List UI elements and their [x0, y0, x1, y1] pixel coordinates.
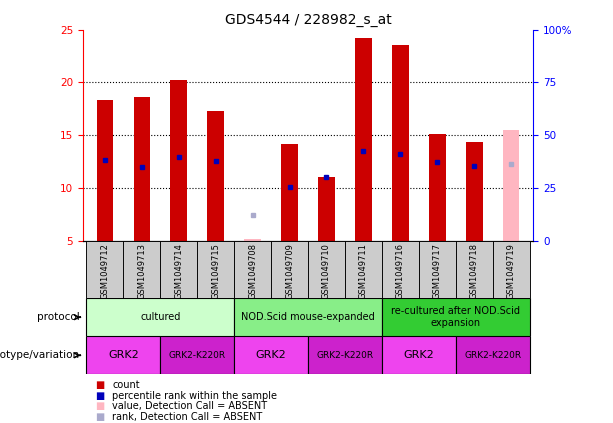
Text: ■: ■ — [95, 401, 104, 411]
Bar — [382, 241, 419, 298]
Text: ■: ■ — [95, 380, 104, 390]
Text: GRK2-K220R: GRK2-K220R — [169, 351, 226, 360]
Bar — [86, 298, 234, 336]
Text: GSM1049708: GSM1049708 — [248, 243, 257, 299]
Text: cultured: cultured — [140, 312, 180, 322]
Bar — [429, 135, 446, 241]
Text: percentile rank within the sample: percentile rank within the sample — [112, 390, 277, 401]
Bar — [455, 241, 493, 298]
Text: GRK2: GRK2 — [403, 350, 434, 360]
Bar — [123, 241, 161, 298]
Bar — [197, 241, 234, 298]
Text: GSM1049714: GSM1049714 — [174, 243, 183, 299]
Bar — [503, 130, 519, 241]
Text: GSM1049710: GSM1049710 — [322, 243, 331, 299]
Text: GSM1049715: GSM1049715 — [211, 243, 220, 299]
Text: rank, Detection Call = ABSENT: rank, Detection Call = ABSENT — [112, 412, 262, 422]
Bar — [234, 241, 271, 298]
Bar — [234, 336, 308, 374]
Text: ■: ■ — [95, 412, 104, 422]
Bar — [419, 241, 455, 298]
Text: GSM1049709: GSM1049709 — [285, 243, 294, 299]
Bar — [308, 241, 345, 298]
Text: GRK2-K220R: GRK2-K220R — [316, 351, 373, 360]
Bar — [161, 241, 197, 298]
Bar — [86, 241, 123, 298]
Text: GSM1049718: GSM1049718 — [470, 243, 479, 299]
Text: GSM1049711: GSM1049711 — [359, 243, 368, 299]
Bar — [455, 336, 530, 374]
Text: GSM1049719: GSM1049719 — [507, 243, 516, 299]
Bar — [170, 80, 187, 241]
Bar — [134, 97, 150, 241]
Bar — [345, 241, 382, 298]
Bar — [493, 241, 530, 298]
Text: GSM1049713: GSM1049713 — [137, 243, 147, 299]
Text: NOD.Scid mouse-expanded: NOD.Scid mouse-expanded — [241, 312, 375, 322]
Bar — [161, 336, 234, 374]
Bar — [245, 239, 261, 241]
Bar — [97, 101, 113, 241]
Bar — [281, 144, 298, 241]
Text: GRK2-K220R: GRK2-K220R — [464, 351, 521, 360]
Text: GRK2: GRK2 — [256, 350, 286, 360]
Text: count: count — [112, 380, 140, 390]
Bar — [382, 336, 455, 374]
Bar — [392, 46, 409, 241]
Text: protocol: protocol — [37, 312, 80, 322]
Text: re-cultured after NOD.Scid
expansion: re-cultured after NOD.Scid expansion — [391, 306, 520, 328]
Bar — [355, 38, 371, 241]
Bar — [308, 336, 382, 374]
Text: ■: ■ — [95, 390, 104, 401]
Bar — [382, 298, 530, 336]
Text: GRK2: GRK2 — [108, 350, 139, 360]
Text: value, Detection Call = ABSENT: value, Detection Call = ABSENT — [112, 401, 267, 411]
Bar — [234, 298, 382, 336]
Bar — [86, 336, 161, 374]
Text: genotype/variation: genotype/variation — [0, 350, 80, 360]
Bar — [318, 177, 335, 241]
Text: GSM1049712: GSM1049712 — [101, 243, 109, 299]
Bar — [466, 142, 482, 241]
Bar — [271, 241, 308, 298]
Title: GDS4544 / 228982_s_at: GDS4544 / 228982_s_at — [224, 13, 392, 27]
Text: GSM1049716: GSM1049716 — [396, 243, 405, 299]
Text: GSM1049717: GSM1049717 — [433, 243, 442, 299]
Bar — [207, 111, 224, 241]
